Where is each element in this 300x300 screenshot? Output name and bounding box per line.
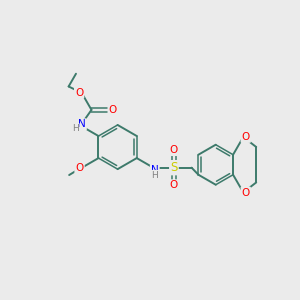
- Text: S: S: [170, 161, 178, 174]
- Text: N: N: [78, 119, 86, 129]
- Text: O: O: [242, 132, 250, 142]
- Text: O: O: [75, 163, 84, 173]
- Text: N: N: [151, 165, 159, 175]
- Text: O: O: [109, 105, 117, 115]
- Text: O: O: [170, 180, 178, 190]
- Text: O: O: [242, 188, 250, 198]
- Text: O: O: [75, 88, 83, 98]
- Text: H: H: [152, 171, 158, 180]
- Text: H: H: [72, 124, 79, 133]
- Text: O: O: [170, 145, 178, 155]
